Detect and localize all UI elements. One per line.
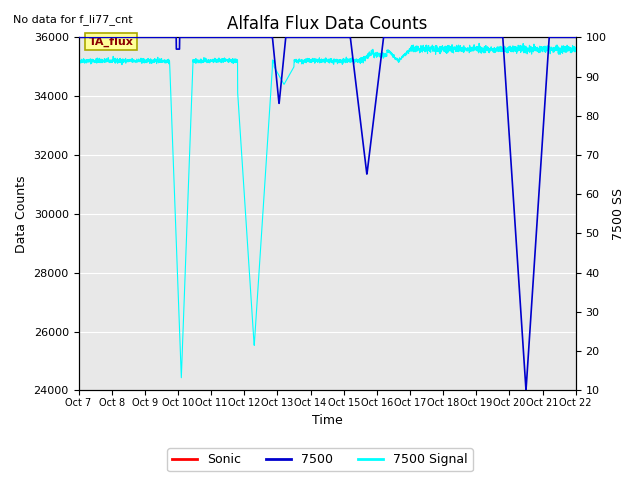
- Y-axis label: Data Counts: Data Counts: [15, 175, 28, 252]
- Legend: Sonic, 7500, 7500 Signal: Sonic, 7500, 7500 Signal: [167, 448, 473, 471]
- Text: No data for f_li77_cnt: No data for f_li77_cnt: [13, 14, 132, 25]
- X-axis label: Time: Time: [312, 414, 342, 427]
- Text: TA_flux: TA_flux: [88, 36, 133, 47]
- Title: Alfalfa Flux Data Counts: Alfalfa Flux Data Counts: [227, 15, 428, 33]
- Y-axis label: 7500 SS: 7500 SS: [612, 188, 625, 240]
